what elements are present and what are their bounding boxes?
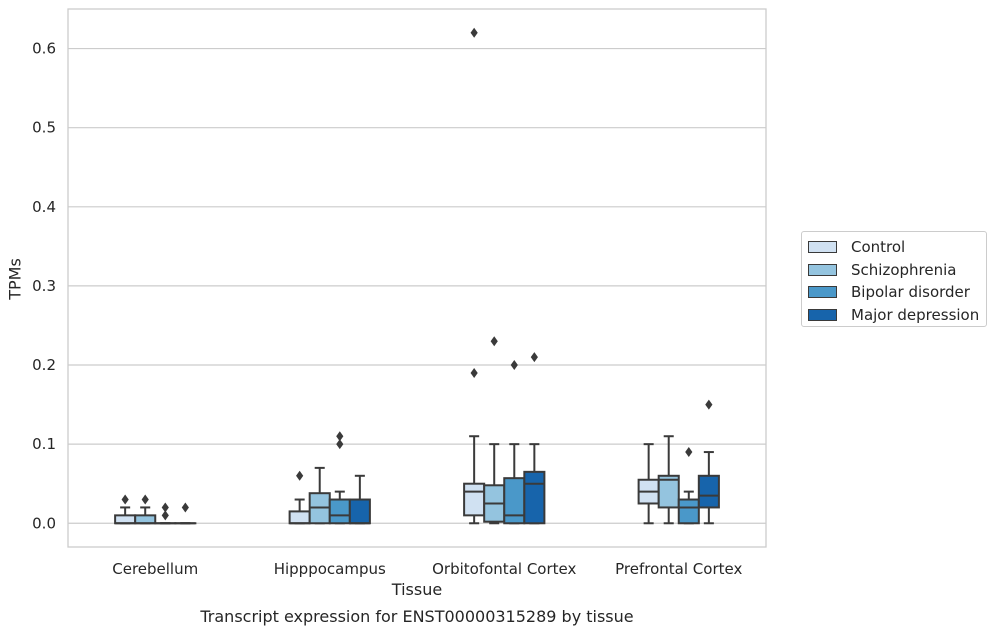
- plot-area: [67, 8, 767, 548]
- y-tick-label: 0.5: [32, 119, 56, 137]
- outlier-point: [685, 447, 693, 458]
- legend-label-bipolar-disorder: Bipolar disorder: [851, 283, 970, 302]
- box-schizophrenia-prefrontal-cortex: [657, 435, 680, 525]
- y-tick-label: 0.4: [32, 198, 56, 216]
- x-tick-label: Orbitofontal Cortex: [432, 560, 576, 578]
- legend-label-control: Control: [851, 238, 906, 257]
- legend-item-schizophrenia: Schizophrenia: [808, 259, 980, 282]
- legend-item-bipolar-disorder: Bipolar disorder: [808, 281, 980, 304]
- box-schizophrenia-orbitofontal-cortex: [483, 336, 506, 525]
- box-major-depression-cerebellum: [174, 502, 197, 525]
- box-schizophrenia-cerebellum: [134, 494, 157, 525]
- box-control-prefrontal-cortex: [637, 443, 660, 525]
- legend-swatch-bipolar-disorder: [808, 286, 837, 299]
- legend: Control Schizophrenia Bipolar disorder M…: [801, 231, 987, 327]
- box-schizophrenia-hipppocampus: [308, 466, 331, 525]
- outlier-point: [141, 494, 149, 505]
- x-tick-label: Prefrontal Cortex: [615, 560, 742, 578]
- y-axis-label: TPMs: [5, 258, 25, 300]
- legend-swatch-schizophrenia: [808, 263, 837, 276]
- box-body: [503, 477, 526, 525]
- outlier-point: [470, 367, 478, 378]
- box-body: [288, 510, 311, 525]
- box-bipolar-disorder-orbitofontal-cortex: [503, 360, 526, 525]
- box-bipolar-disorder-prefrontal-cortex: [677, 447, 700, 525]
- x-tick-label: Cerebellum: [112, 560, 198, 578]
- y-tick-label: 0.2: [32, 356, 56, 374]
- x-tick-labels: Cerebellum Hipppocampus Orbitofontal Corte…: [112, 560, 742, 578]
- y-tick-labels: 0.0 0.1 0.2 0.3 0.4 0.5 0.6: [32, 40, 56, 533]
- box-body: [328, 498, 351, 525]
- outlier-point: [705, 399, 713, 410]
- box-major-depression-prefrontal-cortex: [697, 399, 720, 525]
- legend-item-major-depression: Major depression: [808, 304, 980, 327]
- legend-label-major-depression: Major depression: [851, 305, 980, 324]
- outlier-point: [530, 352, 538, 363]
- box-body: [677, 498, 700, 525]
- y-gridlines: [68, 47, 766, 524]
- outlier-point: [336, 439, 344, 450]
- y-tick-label: 0.0: [32, 514, 56, 532]
- y-tick-label: 0.1: [32, 435, 56, 453]
- outlier-point: [510, 360, 518, 371]
- outlier-point: [336, 431, 344, 442]
- outlier-point: [121, 494, 129, 505]
- legend-swatch-control: [808, 241, 837, 254]
- outlier-point: [490, 336, 498, 347]
- box-control-cerebellum: [114, 494, 137, 525]
- box-body: [523, 470, 546, 525]
- box-body: [348, 498, 371, 525]
- y-tick-label: 0.3: [32, 277, 56, 295]
- x-tick-label: Hipppocampus: [274, 560, 386, 578]
- box-major-depression-orbitofontal-cortex: [523, 352, 546, 525]
- chart-title: Transcript expression for ENST0000031528…: [200, 607, 634, 626]
- box-groups: [114, 27, 720, 525]
- box-body: [657, 474, 680, 509]
- legend-swatch-major-depression: [808, 308, 837, 321]
- box-bipolar-disorder-cerebellum: [154, 502, 177, 525]
- box-control-hipppocampus: [288, 470, 311, 525]
- outlier-point: [470, 27, 478, 38]
- y-tick-label: 0.6: [32, 40, 56, 58]
- box-body: [114, 514, 137, 525]
- box-body: [134, 514, 157, 525]
- box-body: [463, 482, 486, 517]
- outlier-point: [296, 470, 304, 481]
- outlier-point: [161, 502, 169, 513]
- x-axis-label: Tissue: [391, 580, 443, 599]
- legend-label-schizophrenia: Schizophrenia: [851, 260, 957, 279]
- outlier-point: [161, 510, 169, 521]
- box-body: [697, 474, 720, 509]
- box-major-depression-hipppocampus: [348, 474, 371, 525]
- legend-item-control: Control: [808, 236, 980, 259]
- box-control-orbitofontal-cortex: [463, 27, 486, 525]
- box-bipolar-disorder-hipppocampus: [328, 431, 351, 525]
- outlier-point: [181, 502, 189, 513]
